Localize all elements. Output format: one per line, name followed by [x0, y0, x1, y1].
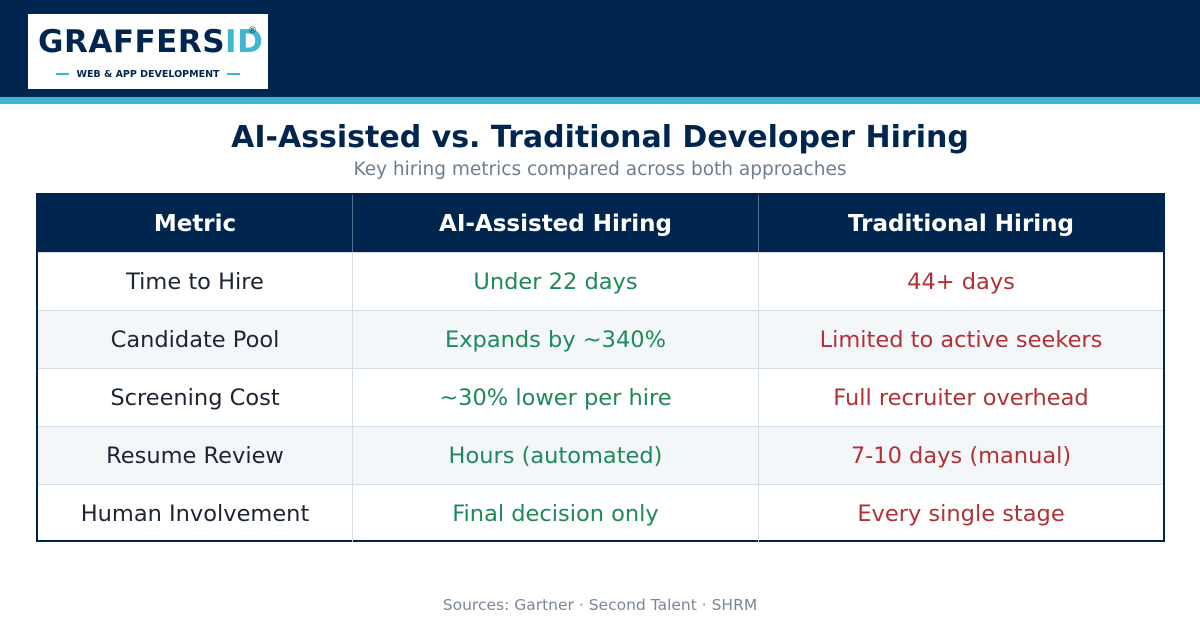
logo-letter-g: G [38, 24, 64, 60]
table-header-row: Metric AI-Assisted Hiring Traditional Hi… [38, 195, 1163, 252]
tagline-dash-left [56, 73, 70, 75]
table-row: Screening Cost ~30% lower per hire Full … [38, 368, 1163, 426]
metric-cell: Candidate Pool [110, 326, 280, 353]
metric-cell: Human Involvement [80, 500, 310, 527]
ai-value-cell: Hours (automated) [352, 427, 758, 484]
metric-cell: Time to Hire [126, 268, 264, 295]
table-row: Human Involvement Final decision only Ev… [38, 484, 1163, 542]
metric-cell: Resume Review [106, 442, 284, 469]
logo-wordmark: GRAFFERSID [38, 22, 264, 62]
table-row: Candidate Pool Expands by ~340% Limited … [38, 310, 1163, 368]
traditional-value-cell: 44+ days [758, 253, 1163, 310]
traditional-value-cell: 7-10 days (manual) [758, 427, 1163, 484]
header-banner: GRAFFERSID ® WEB & APP DEVELOPMENT [0, 0, 1200, 97]
comparison-table: Metric AI-Assisted Hiring Traditional Hi… [36, 193, 1165, 542]
traditional-value-cell: Full recruiter overhead [758, 369, 1163, 426]
accent-bar [0, 97, 1200, 104]
ai-value-cell: Expands by ~340% [352, 311, 758, 368]
ai-value-cell: Under 22 days [352, 253, 758, 310]
metric-cell: Screening Cost [110, 384, 280, 411]
registered-mark: ® [248, 26, 257, 36]
table-row: Resume Review Hours (automated) 7-10 day… [38, 426, 1163, 484]
traditional-value-cell: Every single stage [758, 485, 1163, 542]
sources-footnote: Sources: Gartner · Second Talent · SHRM [442, 596, 758, 614]
tagline-dash-right [226, 73, 240, 75]
traditional-value-cell: Limited to active seekers [758, 311, 1163, 368]
page-title: AI-Assisted vs. Traditional Developer Hi… [231, 120, 969, 155]
logo-tagline: WEB & APP DEVELOPMENT [76, 68, 220, 80]
table-row: Time to Hire Under 22 days 44+ days [38, 252, 1163, 310]
page-subtitle: Key hiring metrics compared across both … [353, 159, 847, 180]
header-traditional: Traditional Hiring [758, 195, 1163, 252]
header-metric: Metric [153, 210, 237, 237]
header-ai-assisted: AI-Assisted Hiring [352, 195, 758, 252]
ai-value-cell: ~30% lower per hire [352, 369, 758, 426]
logo-id: ID [225, 24, 264, 60]
ai-value-cell: Final decision only [352, 485, 758, 542]
logo-text: RAFFERS [63, 24, 226, 60]
brand-logo[interactable]: GRAFFERSID ® WEB & APP DEVELOPMENT [28, 14, 268, 89]
logo-tagline-row: WEB & APP DEVELOPMENT [56, 67, 240, 81]
